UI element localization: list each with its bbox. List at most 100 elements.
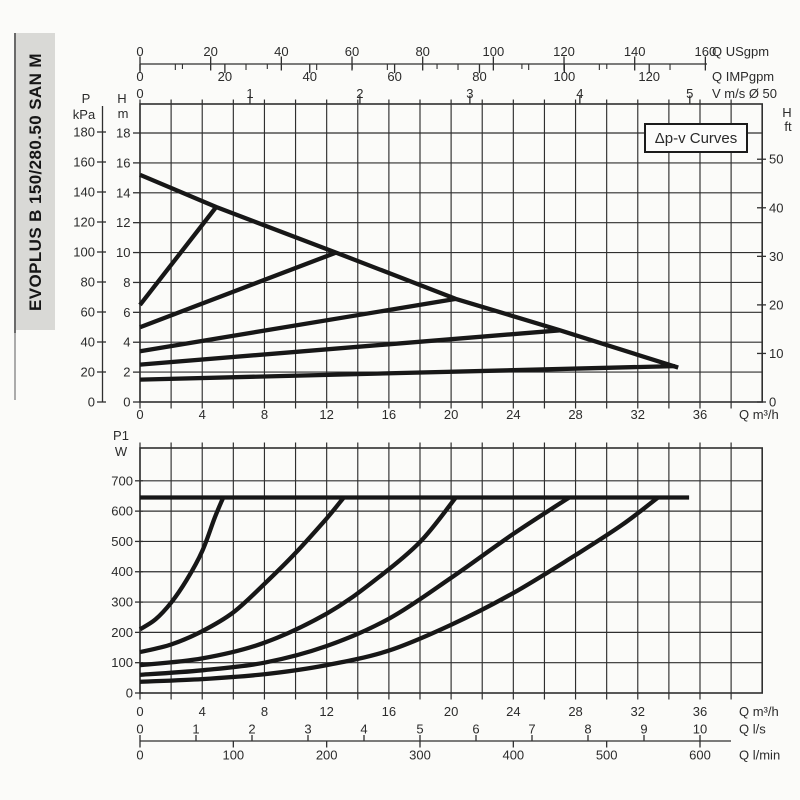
flow-ls-tick-label: 1 — [192, 722, 199, 737]
impgpm-tick-label: 120 — [638, 69, 660, 84]
dpv-setpoint-6.5m — [138, 205, 218, 307]
flow-lmin-tick-label: 600 — [689, 748, 711, 763]
usgpm-tick-label: 100 — [482, 44, 504, 59]
head-ft-tick-label: 40 — [769, 200, 783, 215]
impgpm-tick-label: 20 — [218, 69, 232, 84]
flow-tick-label: 4 — [199, 407, 206, 422]
power-axis-title: P1 — [113, 428, 129, 443]
flow-ls-tick-label: 0 — [136, 722, 143, 737]
flow-ls-tick-label: 9 — [640, 722, 647, 737]
flow-tick-label: 20 — [444, 407, 458, 422]
power-tick-label: 600 — [111, 504, 133, 519]
power-axis-unit: W — [115, 444, 128, 459]
head-m-tick-label: 4 — [123, 335, 130, 350]
velocity-tick-label: 3 — [466, 86, 473, 101]
usgpm-tick-label: 80 — [415, 44, 429, 59]
head-m-tick-label: 18 — [116, 126, 130, 141]
kpa-tick-label: 160 — [73, 155, 95, 170]
usgpm-tick-label: 160 — [695, 44, 717, 59]
flow-tick-label: 28 — [568, 704, 582, 719]
power-curve-4 — [139, 495, 571, 677]
power-tick-label: 400 — [111, 564, 133, 579]
head-ft-tick-label: 10 — [769, 346, 783, 361]
product-label-bar: EVOPLUS B 150/280.50 SAN M — [16, 33, 55, 330]
power-curve-2 — [139, 496, 346, 655]
flow-ls-tick-label: 3 — [304, 722, 311, 737]
flow-axis-unit: Q m³/h — [739, 407, 779, 422]
flow-ls-tick-label: 2 — [248, 722, 255, 737]
flow-lmin-tick-label: 500 — [596, 748, 618, 763]
impgpm-axis-unit: Q IMPgpm — [712, 69, 774, 84]
flow-ls-axis-unit: Q l/s — [739, 722, 766, 737]
head-m-tick-label: 0 — [123, 395, 130, 410]
flow-ls-tick-label: 4 — [360, 722, 367, 737]
kpa-tick-label: 100 — [73, 245, 95, 260]
flow-ls-tick-label: 7 — [528, 722, 535, 737]
head-m-axis-unit: m — [118, 106, 129, 121]
head-m-tick-label: 10 — [116, 245, 130, 260]
impgpm-tick-label: 40 — [303, 69, 317, 84]
kpa-tick-label: 40 — [81, 335, 95, 350]
velocity-tick-label: 4 — [576, 86, 583, 101]
kpa-axis-unit: kPa — [73, 107, 96, 122]
head-m-tick-label: 12 — [116, 215, 130, 230]
sidebar-rule — [14, 33, 16, 400]
flow-lmin-tick-label: 200 — [316, 748, 338, 763]
usgpm-tick-label: 20 — [203, 44, 217, 59]
head-ft-axis-unit: ft — [784, 119, 792, 134]
power-tick-label: 0 — [126, 686, 133, 701]
power-curve-3 — [139, 496, 458, 668]
usgpm-tick-label: 40 — [274, 44, 288, 59]
head-ft-tick-label: 30 — [769, 249, 783, 264]
flow-tick-label: 20 — [444, 704, 458, 719]
flow-lmin-tick-label: 400 — [502, 748, 524, 763]
kpa-tick-label: 180 — [73, 125, 95, 140]
flow-ls-tick-label: 8 — [584, 722, 591, 737]
power-tick-label: 700 — [111, 473, 133, 488]
flow-tick-label: 8 — [261, 407, 268, 422]
usgpm-axis-unit: Q USgpm — [712, 44, 769, 59]
dpv-setpoint-1.5m — [139, 363, 676, 382]
head-ft-axis-title: H — [782, 105, 791, 120]
flow-axis-unit: Q m³/h — [739, 704, 779, 719]
power-curve-1 — [138, 496, 226, 632]
power-tick-label: 100 — [111, 655, 133, 670]
dpv-curves-annotation: Δp-v Curves — [644, 123, 748, 153]
head-ft-tick-label: 50 — [769, 152, 783, 167]
power-tick-label: 200 — [111, 625, 133, 640]
head-m-tick-label: 8 — [123, 275, 130, 290]
flow-tick-label: 36 — [693, 704, 707, 719]
head-m-tick-label: 16 — [116, 155, 130, 170]
dpv-setpoint-2.5m — [139, 328, 561, 367]
flow-lmin-tick-label: 0 — [136, 748, 143, 763]
kpa-tick-label: 80 — [81, 275, 95, 290]
flow-tick-label: 16 — [382, 407, 396, 422]
flow-tick-label: 28 — [568, 407, 582, 422]
kpa-tick-label: 120 — [73, 215, 95, 230]
usgpm-tick-label: 0 — [136, 44, 143, 59]
flow-ls-tick-label: 5 — [416, 722, 423, 737]
usgpm-tick-label: 140 — [624, 44, 646, 59]
head-ft-tick-label: 20 — [769, 297, 783, 312]
kpa-tick-label: 140 — [73, 185, 95, 200]
dpv-setpoint-5.0m — [139, 250, 337, 330]
flow-tick-label: 24 — [506, 704, 520, 719]
flow-tick-label: 0 — [136, 407, 143, 422]
dpv-setpoint-3.5m — [139, 296, 457, 354]
velocity-axis-unit: V m/s Ø 50 — [712, 86, 777, 101]
flow-tick-label: 4 — [199, 704, 206, 719]
velocity-tick-label: 1 — [246, 86, 253, 101]
flow-lmin-tick-label: 300 — [409, 748, 431, 763]
flow-tick-label: 8 — [261, 704, 268, 719]
power-tick-label: 300 — [111, 595, 133, 610]
flow-ls-tick-label: 10 — [693, 722, 707, 737]
kpa-axis-title: P — [82, 91, 91, 106]
kpa-tick-label: 20 — [81, 365, 95, 380]
max-speed-curve — [139, 172, 679, 370]
kpa-tick-label: 60 — [81, 305, 95, 320]
head-ft-tick-label: 0 — [769, 395, 776, 410]
velocity-tick-label: 2 — [356, 86, 363, 101]
flow-tick-label: 12 — [319, 704, 333, 719]
head-m-tick-label: 2 — [123, 365, 130, 380]
